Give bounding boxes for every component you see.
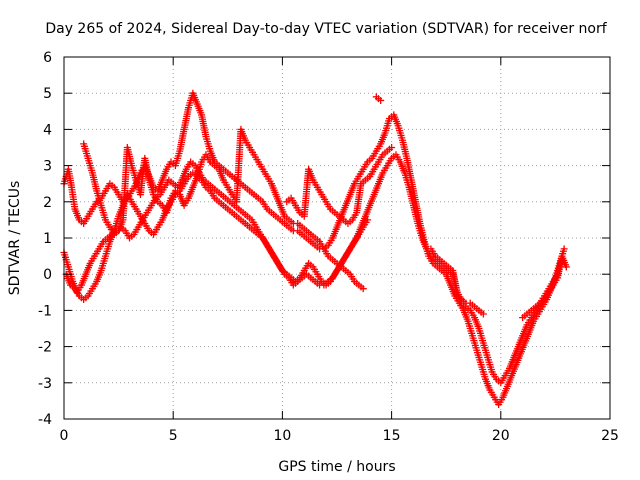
series-5 xyxy=(372,93,570,322)
data-point xyxy=(364,216,372,224)
x-tick-label: 20 xyxy=(492,428,510,444)
y-tick-label: -2 xyxy=(38,340,52,356)
y-tick-label: 5 xyxy=(43,86,52,102)
series-1 xyxy=(60,151,566,387)
axis-ticks: 0 5 10 15 20 25 -4 -3 -2 -1 0 1 2 3 4 5 6 xyxy=(38,50,619,444)
y-tick-label: 2 xyxy=(43,195,52,211)
y-tick-label: 4 xyxy=(43,122,52,138)
series-3 xyxy=(80,125,367,293)
x-tick-label: 0 xyxy=(60,428,69,444)
grid xyxy=(64,57,610,419)
data-point xyxy=(359,285,367,293)
x-axis-title: GPS time / hours xyxy=(278,459,395,475)
x-tick-label: 5 xyxy=(169,428,178,444)
data-point xyxy=(560,245,568,253)
data-marks xyxy=(60,89,570,409)
data-point xyxy=(562,263,570,271)
chart-title: Day 265 of 2024, Sidereal Day-to-day VTE… xyxy=(45,21,607,37)
x-tick-label: 25 xyxy=(601,428,619,444)
y-tick-label: -3 xyxy=(38,376,52,392)
x-tick-label: 10 xyxy=(273,428,291,444)
x-tick-label: 15 xyxy=(383,428,401,444)
series-4 xyxy=(283,144,396,228)
y-tick-label: 1 xyxy=(43,231,52,247)
data-point xyxy=(388,144,396,151)
y-tick-label: 6 xyxy=(43,50,52,66)
y-tick-label: -1 xyxy=(38,303,52,319)
y-axis-title: SDTVAR / TECUs xyxy=(7,181,23,296)
data-point xyxy=(479,310,487,318)
data-point xyxy=(377,96,385,104)
y-tick-label: -4 xyxy=(38,412,52,428)
y-tick-label: 3 xyxy=(43,159,52,175)
y-tick-label: 0 xyxy=(43,267,52,283)
